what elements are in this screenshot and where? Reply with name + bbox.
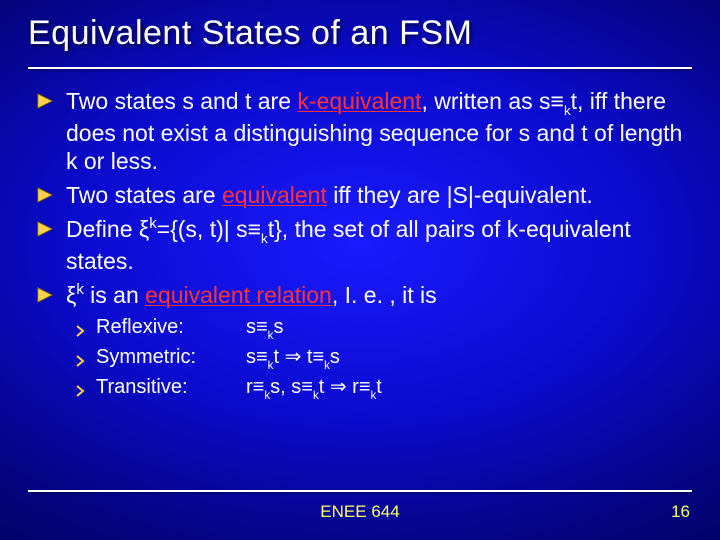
title-block: Equivalent States of an FSM bbox=[0, 0, 720, 59]
arrowhead-icon bbox=[36, 186, 54, 204]
chevron-icon bbox=[74, 379, 86, 391]
sub-label: Transitive: bbox=[96, 375, 246, 402]
text-fragment: Define ξ bbox=[66, 216, 149, 242]
sub-value: s≡ks bbox=[246, 315, 684, 342]
subscript: k bbox=[564, 103, 571, 118]
text-fragment: iff they are |S|-equivalent. bbox=[327, 182, 593, 208]
text-fragment: , written as s bbox=[421, 88, 550, 114]
text-fragment: ={(s, t)| s bbox=[157, 216, 248, 242]
page-title: Equivalent States of an FSM bbox=[28, 14, 692, 53]
footer-underline bbox=[28, 490, 692, 492]
sub-bullet-symmetric: Symmetric: s≡kt ⇒ t≡ks bbox=[74, 345, 684, 375]
arrowhead-icon bbox=[36, 286, 54, 304]
text-fragment: is an bbox=[84, 282, 145, 308]
superscript: k bbox=[149, 215, 156, 232]
subscript: k bbox=[261, 231, 268, 246]
slide: Equivalent States of an FSM Two states s… bbox=[0, 0, 720, 540]
bullet-3: Define ξk={(s, t)| s≡kt}, the set of all… bbox=[36, 215, 684, 281]
bullet-2-text: Two states are equivalent iff they are |… bbox=[66, 182, 593, 208]
text-fragment: ξ bbox=[66, 282, 76, 308]
bullet-3-text: Define ξk={(s, t)| s≡kt}, the set of all… bbox=[66, 216, 631, 274]
bullet-list: Two states s and t are k-equivalent, wri… bbox=[36, 87, 684, 411]
highlight-term: equivalent bbox=[222, 182, 327, 208]
bullet-4-text: ξk is an equivalent relation, I. e. , it… bbox=[66, 282, 437, 308]
sub-label: Reflexive: bbox=[96, 315, 246, 342]
highlight-term: k-equivalent bbox=[297, 88, 421, 114]
equiv-symbol: ≡ bbox=[248, 216, 261, 242]
highlight-term: equivalent relation bbox=[145, 282, 332, 308]
arrowhead-icon bbox=[36, 92, 54, 110]
footer-course: ENEE 644 bbox=[0, 502, 720, 522]
chevron-icon bbox=[74, 349, 86, 361]
bullet-2: Two states are equivalent iff they are |… bbox=[36, 181, 684, 215]
arrowhead-icon bbox=[36, 220, 54, 238]
sub-value: s≡kt ⇒ t≡ks bbox=[246, 345, 684, 372]
sub-bullet-transitive: Transitive: r≡ks, s≡kt ⇒ r≡kt bbox=[74, 375, 684, 405]
slide-body: Two states s and t are k-equivalent, wri… bbox=[0, 69, 720, 411]
bullet-4: ξk is an equivalent relation, I. e. , it… bbox=[36, 281, 684, 411]
sub-bullet-list: Reflexive: s≡ks Symmetric: s≡kt ⇒ t≡ks bbox=[66, 315, 684, 405]
superscript: k bbox=[76, 281, 83, 298]
bullet-1-text: Two states s and t are k-equivalent, wri… bbox=[66, 88, 682, 174]
footer: ENEE 644 16 bbox=[0, 498, 720, 526]
page-number: 16 bbox=[671, 502, 690, 522]
text-fragment: Two states s and t are bbox=[66, 88, 297, 114]
sub-value: r≡ks, s≡kt ⇒ r≡kt bbox=[246, 375, 684, 402]
text-fragment: , I. e. , it is bbox=[332, 282, 437, 308]
text-fragment: Two states are bbox=[66, 182, 222, 208]
equiv-symbol: ≡ bbox=[551, 88, 564, 114]
sub-bullet-reflexive: Reflexive: s≡ks bbox=[74, 315, 684, 345]
sub-label: Symmetric: bbox=[96, 345, 246, 372]
bullet-1: Two states s and t are k-equivalent, wri… bbox=[36, 87, 684, 181]
chevron-icon bbox=[74, 319, 86, 331]
